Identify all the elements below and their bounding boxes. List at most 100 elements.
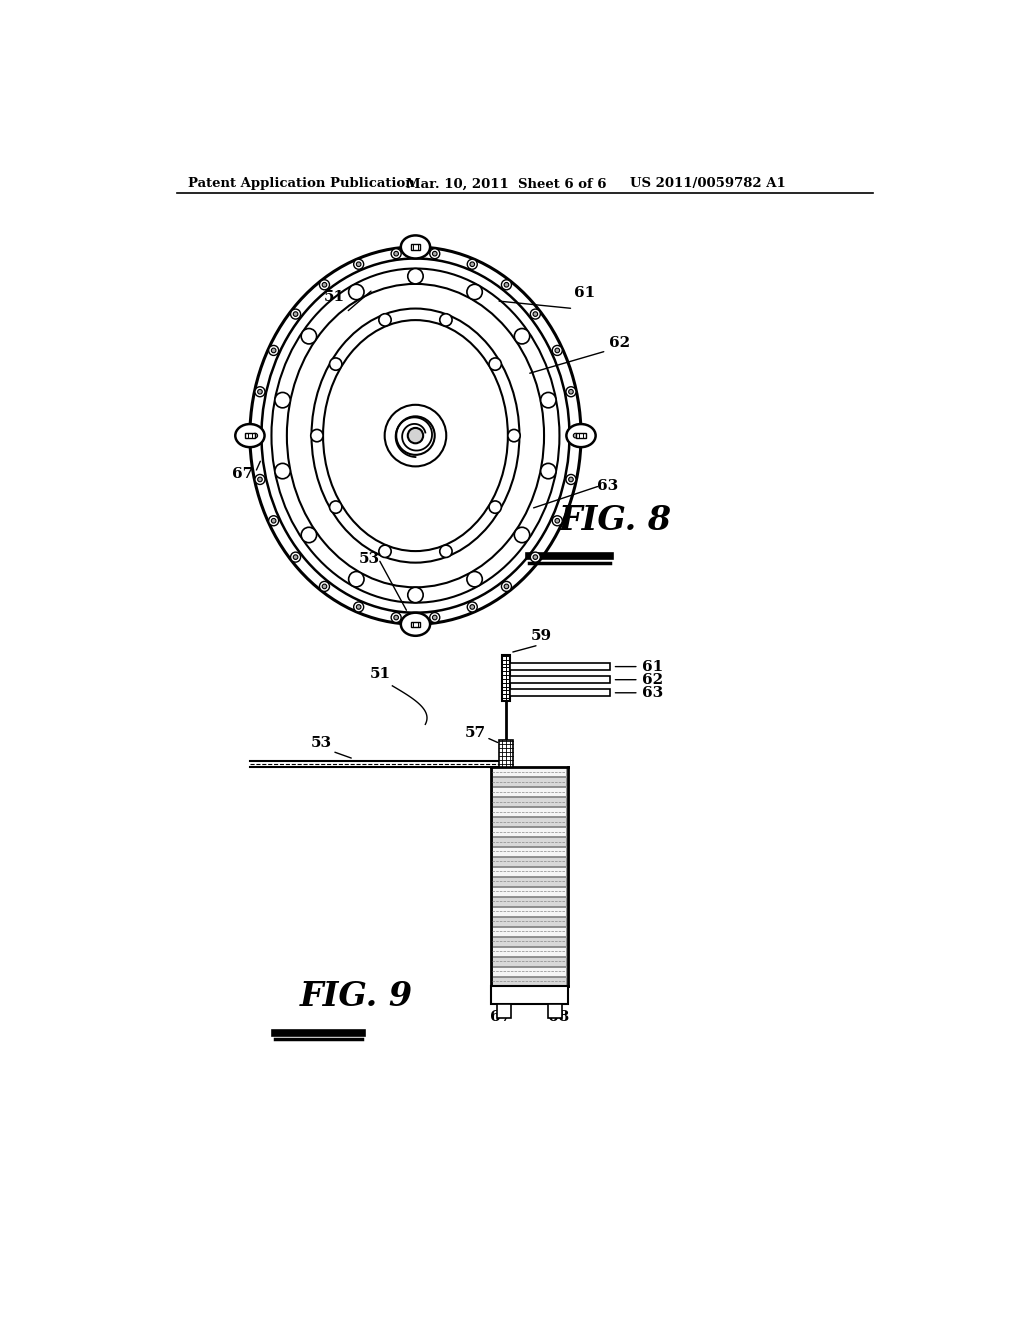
Circle shape [502,581,511,591]
Circle shape [356,261,361,267]
Circle shape [439,314,452,326]
Ellipse shape [408,428,423,444]
Circle shape [467,284,482,300]
Circle shape [541,392,556,408]
Circle shape [301,527,316,543]
Circle shape [394,615,398,620]
Bar [493,837,566,846]
Bar [490,986,568,1003]
Bar [548,1003,562,1018]
Circle shape [470,605,474,610]
Bar [493,907,566,916]
Circle shape [534,554,538,560]
Bar [493,867,566,876]
Bar [493,878,566,886]
Bar [493,968,566,975]
Circle shape [271,519,275,523]
Circle shape [514,329,529,345]
Circle shape [268,516,279,525]
Circle shape [323,585,327,589]
Text: FIG. 8: FIG. 8 [559,504,672,537]
Circle shape [566,387,575,397]
Ellipse shape [400,612,430,636]
Bar [493,808,566,816]
Text: 59: 59 [530,628,552,643]
Text: 51: 51 [371,667,391,681]
Text: FIG. 9: FIG. 9 [300,979,413,1014]
Circle shape [291,309,301,319]
Text: 68: 68 [548,1010,569,1024]
Circle shape [430,612,439,623]
Circle shape [353,259,364,269]
Bar [493,937,566,946]
Circle shape [391,612,401,623]
Text: 62: 62 [609,337,630,350]
Circle shape [489,502,502,513]
Circle shape [268,346,279,355]
Bar [493,927,566,936]
Circle shape [255,387,265,397]
Circle shape [555,348,559,352]
Circle shape [255,474,265,484]
Bar [493,797,566,807]
Bar [493,946,566,956]
Circle shape [502,280,511,290]
Bar [500,739,513,767]
Circle shape [504,282,509,286]
Bar [510,689,610,696]
Circle shape [508,429,520,442]
Bar [411,622,420,627]
Bar [493,977,566,986]
Circle shape [408,587,423,603]
Circle shape [348,284,364,300]
Bar [493,817,566,826]
Text: US 2011/0059782 A1: US 2011/0059782 A1 [630,177,785,190]
Text: 51: 51 [324,290,345,304]
Text: 63: 63 [597,479,618,492]
Circle shape [534,312,538,317]
Circle shape [348,572,364,587]
Text: Mar. 10, 2011  Sheet 6 of 6: Mar. 10, 2011 Sheet 6 of 6 [407,177,606,190]
Circle shape [356,605,361,610]
Text: 57: 57 [465,726,486,741]
Circle shape [470,261,474,267]
Circle shape [552,346,562,355]
Bar [493,777,566,787]
Circle shape [394,251,398,256]
Bar [493,887,566,896]
Bar [503,655,510,701]
Text: 63: 63 [642,686,664,700]
Circle shape [541,463,556,479]
Circle shape [330,502,342,513]
Circle shape [271,348,275,352]
Bar [493,917,566,925]
Circle shape [489,358,502,370]
Bar [497,1003,511,1018]
Bar [493,898,566,906]
Bar [493,767,566,776]
Circle shape [291,552,301,562]
Circle shape [379,314,391,326]
Circle shape [293,554,298,560]
Ellipse shape [250,247,581,624]
Text: 61: 61 [574,286,596,300]
Circle shape [570,430,581,441]
Circle shape [432,251,437,256]
Circle shape [301,329,316,345]
Text: 61: 61 [642,660,664,673]
Circle shape [467,259,477,269]
Ellipse shape [566,424,596,447]
Circle shape [274,392,290,408]
Circle shape [530,309,541,319]
Circle shape [439,545,452,557]
Circle shape [379,545,391,557]
Bar [493,957,566,966]
Circle shape [250,430,260,441]
Circle shape [408,268,423,284]
Circle shape [258,477,262,482]
Circle shape [432,615,437,620]
Circle shape [319,581,330,591]
Ellipse shape [236,424,264,447]
Circle shape [530,552,541,562]
Circle shape [391,248,401,259]
